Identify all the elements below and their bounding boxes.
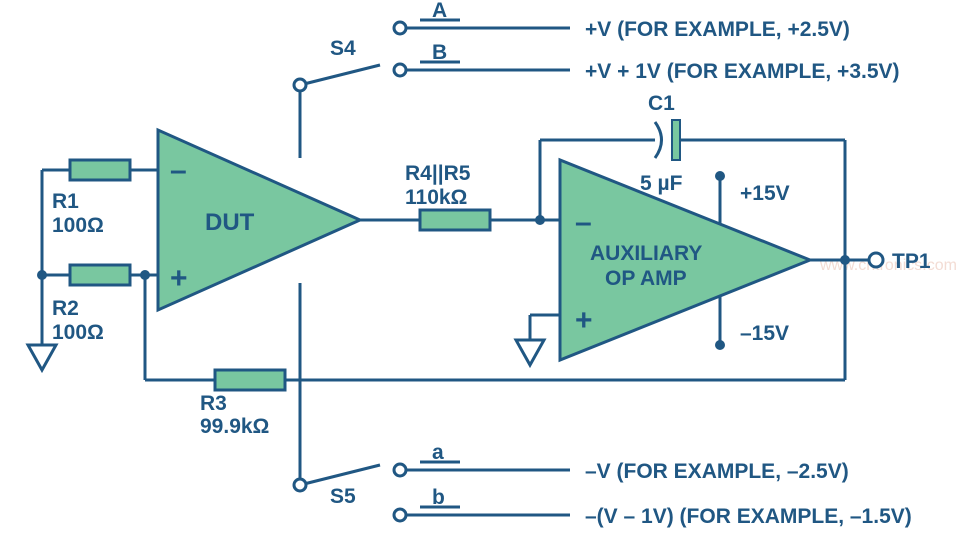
aux-label-1: AUXILIARY bbox=[590, 242, 702, 265]
s5-name: S5 bbox=[330, 485, 356, 508]
tp1-terminal bbox=[869, 253, 883, 267]
r4r5-value: 110kΩ bbox=[405, 186, 467, 209]
node-aux-minus bbox=[535, 215, 545, 225]
rail-top-a: +V (FOR EXAMPLE, +2.5V) bbox=[585, 18, 850, 41]
r1-value: 100Ω bbox=[52, 214, 104, 237]
s5-throw-a bbox=[394, 464, 406, 476]
circuit-diagram: www.cntronics.com DUT – + AUXILIARY OP A… bbox=[0, 0, 967, 544]
s4-pole bbox=[294, 79, 306, 91]
tp1-label: TP1 bbox=[892, 250, 931, 273]
r1-name: R1 bbox=[52, 190, 79, 213]
resistor-r1 bbox=[42, 160, 158, 180]
dut-label: DUT bbox=[205, 209, 255, 236]
s4-pos-b-label: B bbox=[432, 41, 447, 64]
r3-name: R3 bbox=[200, 392, 227, 415]
rail-top-b: +V + 1V (FOR EXAMPLE, +3.5V) bbox=[585, 60, 900, 83]
dut-plus-sign: + bbox=[170, 262, 188, 295]
ground-aux bbox=[516, 340, 544, 365]
s5-pos-a-label: a bbox=[432, 441, 444, 464]
r2-value: 100Ω bbox=[52, 321, 104, 344]
aux-neg-supply-node bbox=[715, 340, 725, 350]
rail-bot-b: –(V – 1V) (FOR EXAMPLE, –1.5V) bbox=[585, 505, 912, 528]
dut-opamp bbox=[158, 130, 360, 310]
c1-name: C1 bbox=[648, 92, 675, 115]
resistor-r3 bbox=[145, 370, 845, 390]
c1-value: 5 µF bbox=[640, 172, 683, 195]
aux-pos-supply: +15V bbox=[740, 182, 790, 205]
aux-neg-supply: –15V bbox=[740, 322, 789, 345]
r4r5-name: R4||R5 bbox=[405, 162, 471, 185]
ground-left bbox=[28, 345, 56, 370]
s4-throw-b bbox=[394, 64, 406, 76]
s4-name: S4 bbox=[330, 37, 356, 60]
resistor-r4r5 bbox=[360, 210, 560, 230]
s5-throw-b bbox=[394, 509, 406, 521]
s5-pole bbox=[294, 479, 306, 491]
s5-pos-b-label: b bbox=[432, 486, 445, 509]
aux-label-2: OP AMP bbox=[605, 267, 687, 290]
r3-value: 99.9kΩ bbox=[200, 415, 269, 438]
aux-minus-sign: – bbox=[575, 206, 592, 239]
dut-minus-sign: – bbox=[170, 154, 187, 187]
aux-plus-sign: + bbox=[575, 304, 593, 337]
aux-pos-supply-node bbox=[715, 171, 725, 181]
s4-throw-a bbox=[394, 22, 406, 34]
rail-bot-a: –V (FOR EXAMPLE, –2.5V) bbox=[585, 460, 849, 483]
r2-name: R2 bbox=[52, 297, 79, 320]
s4-pos-a-label: A bbox=[432, 0, 447, 22]
node-r2-gnd bbox=[37, 270, 47, 280]
